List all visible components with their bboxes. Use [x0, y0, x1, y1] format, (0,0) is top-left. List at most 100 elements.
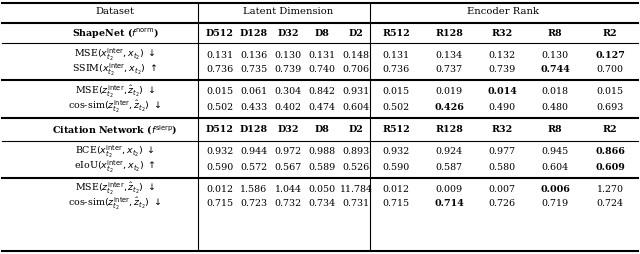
Text: BCE$(x_{t_2}^{\rm inter}, x_{t_2})$ $\downarrow$: BCE$(x_{t_2}^{\rm inter}, x_{t_2})$ $\do… [75, 144, 155, 160]
Text: 0.304: 0.304 [275, 87, 301, 97]
Text: SSIM$(x_{t_2}^{\rm inter}, x_{t_2})$ $\uparrow$: SSIM$(x_{t_2}^{\rm inter}, x_{t_2})$ $\u… [72, 62, 157, 78]
Text: 0.735: 0.735 [241, 66, 268, 74]
Text: 0.131: 0.131 [383, 51, 410, 59]
Text: 0.739: 0.739 [488, 66, 516, 74]
Text: 1.586: 1.586 [241, 184, 268, 194]
Text: R128: R128 [435, 28, 463, 38]
Text: 0.736: 0.736 [206, 66, 234, 74]
Text: 0.988: 0.988 [308, 148, 335, 156]
Text: 0.715: 0.715 [383, 199, 410, 209]
Text: 0.426: 0.426 [434, 103, 464, 112]
Text: 0.590: 0.590 [382, 163, 410, 171]
Text: 0.148: 0.148 [342, 51, 369, 59]
Text: 1.044: 1.044 [275, 184, 301, 194]
Text: 0.131: 0.131 [308, 51, 335, 59]
Text: 0.502: 0.502 [207, 103, 234, 112]
Text: 0.719: 0.719 [541, 199, 568, 209]
Text: 0.700: 0.700 [596, 66, 623, 74]
Text: Dataset: Dataset [95, 8, 134, 17]
Text: 1.270: 1.270 [596, 184, 623, 194]
Text: 0.132: 0.132 [488, 51, 516, 59]
Text: D32: D32 [277, 28, 299, 38]
Text: 0.490: 0.490 [488, 103, 516, 112]
Text: 0.977: 0.977 [488, 148, 516, 156]
Text: D512: D512 [206, 125, 234, 135]
Text: R512: R512 [382, 125, 410, 135]
Text: 0.402: 0.402 [275, 103, 301, 112]
Text: D128: D128 [240, 125, 268, 135]
Text: Latent Dimension: Latent Dimension [243, 8, 333, 17]
Text: 0.015: 0.015 [383, 87, 410, 97]
Text: Encoder Rank: Encoder Rank [467, 8, 539, 17]
Text: 0.012: 0.012 [383, 184, 410, 194]
Text: eIoU$(x_{t_2}^{\rm inter}, x_{t_2})$ $\uparrow$: eIoU$(x_{t_2}^{\rm inter}, x_{t_2})$ $\u… [74, 159, 156, 175]
Text: 0.130: 0.130 [275, 51, 301, 59]
Text: 0.061: 0.061 [241, 87, 268, 97]
Text: 0.609: 0.609 [595, 163, 625, 171]
Text: D32: D32 [277, 125, 299, 135]
Text: MSE$(x_{t_2}^{\rm inter}, x_{t_2})$ $\downarrow$: MSE$(x_{t_2}^{\rm inter}, x_{t_2})$ $\do… [74, 47, 156, 63]
Text: 0.019: 0.019 [435, 87, 463, 97]
Text: 0.567: 0.567 [275, 163, 301, 171]
Text: 0.136: 0.136 [241, 51, 268, 59]
Text: 0.866: 0.866 [595, 148, 625, 156]
Text: 0.972: 0.972 [275, 148, 301, 156]
Text: MSE$(z_{t_2}^{\rm inter}, \hat{z}_{t_2})$ $\downarrow$: MSE$(z_{t_2}^{\rm inter}, \hat{z}_{t_2})… [75, 181, 156, 197]
Text: 0.715: 0.715 [207, 199, 234, 209]
Text: R32: R32 [492, 28, 513, 38]
Text: cos-sim$(z_{t_2}^{\rm inter}, \hat{z}_{t_2})$ $\downarrow$: cos-sim$(z_{t_2}^{\rm inter}, \hat{z}_{t… [68, 99, 162, 115]
Text: 0.932: 0.932 [382, 148, 410, 156]
Text: D8: D8 [315, 125, 330, 135]
Text: 0.018: 0.018 [541, 87, 568, 97]
Text: R512: R512 [382, 28, 410, 38]
Text: 0.944: 0.944 [241, 148, 268, 156]
Text: 0.134: 0.134 [435, 51, 463, 59]
Text: 0.924: 0.924 [435, 148, 463, 156]
Text: 0.015: 0.015 [207, 87, 234, 97]
Text: 0.009: 0.009 [435, 184, 463, 194]
Text: 0.706: 0.706 [342, 66, 369, 74]
Text: D8: D8 [315, 28, 330, 38]
Text: 0.131: 0.131 [207, 51, 234, 59]
Text: D2: D2 [349, 125, 364, 135]
Text: 0.736: 0.736 [382, 66, 410, 74]
Text: Citation Network ($f^{\rm slerp}$): Citation Network ($f^{\rm slerp}$) [52, 123, 178, 137]
Text: 0.732: 0.732 [275, 199, 301, 209]
Text: 0.127: 0.127 [595, 51, 625, 59]
Text: 0.502: 0.502 [383, 103, 410, 112]
Text: 0.590: 0.590 [206, 163, 234, 171]
Text: R2: R2 [603, 125, 618, 135]
Text: 0.932: 0.932 [206, 148, 234, 156]
Text: R8: R8 [548, 28, 563, 38]
Text: 0.604: 0.604 [541, 163, 568, 171]
Text: 0.006: 0.006 [540, 184, 570, 194]
Text: 0.433: 0.433 [241, 103, 268, 112]
Text: 0.945: 0.945 [541, 148, 568, 156]
Text: R2: R2 [603, 28, 618, 38]
Text: D128: D128 [240, 28, 268, 38]
Text: 0.012: 0.012 [207, 184, 234, 194]
Text: R128: R128 [435, 125, 463, 135]
Text: 0.050: 0.050 [308, 184, 335, 194]
Text: 0.714: 0.714 [434, 199, 464, 209]
Text: 11.784: 11.784 [339, 184, 372, 194]
Text: R8: R8 [548, 125, 563, 135]
Text: 0.739: 0.739 [275, 66, 301, 74]
Text: 0.572: 0.572 [241, 163, 268, 171]
Text: 0.480: 0.480 [541, 103, 568, 112]
Text: 0.130: 0.130 [541, 51, 568, 59]
Text: 0.744: 0.744 [540, 66, 570, 74]
Text: 0.604: 0.604 [342, 103, 369, 112]
Text: 0.014: 0.014 [487, 87, 517, 97]
Text: ShapeNet ($f^{\rm norm}$): ShapeNet ($f^{\rm norm}$) [72, 26, 159, 40]
Text: 0.587: 0.587 [435, 163, 463, 171]
Text: 0.724: 0.724 [596, 199, 623, 209]
Text: MSE$(z_{t_2}^{\rm inter}, \hat{z}_{t_2})$ $\downarrow$: MSE$(z_{t_2}^{\rm inter}, \hat{z}_{t_2})… [75, 84, 156, 100]
Text: 0.589: 0.589 [308, 163, 335, 171]
Text: 0.723: 0.723 [241, 199, 268, 209]
Text: 0.007: 0.007 [488, 184, 515, 194]
Text: D2: D2 [349, 28, 364, 38]
Text: D512: D512 [206, 28, 234, 38]
Text: 0.731: 0.731 [342, 199, 369, 209]
Text: 0.474: 0.474 [308, 103, 335, 112]
